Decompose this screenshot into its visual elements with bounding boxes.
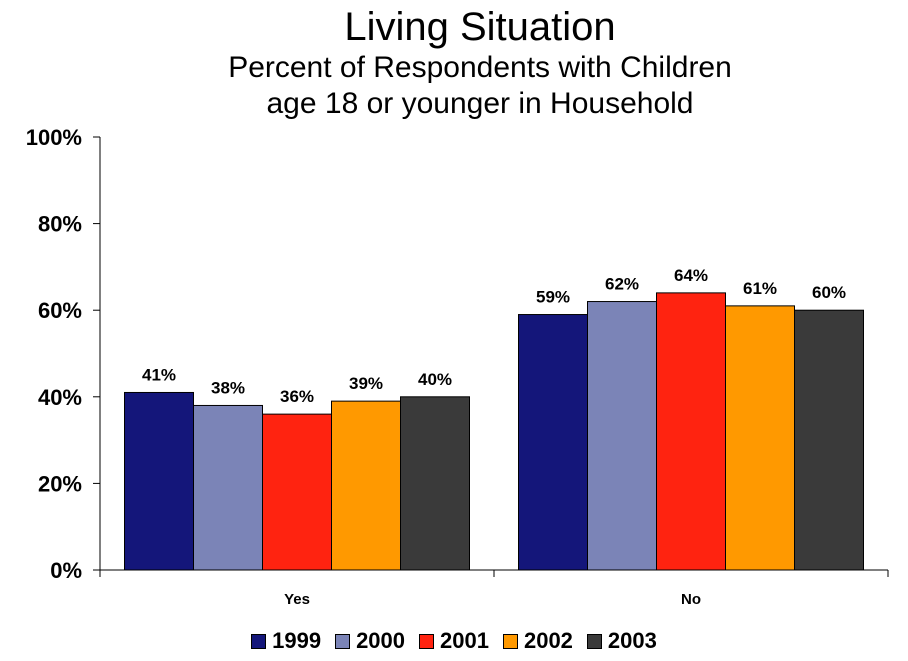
bar-2003-yes [400,396,470,571]
data-label: 36% [280,387,314,406]
bar-2000-no [587,301,657,571]
legend-item: 2001 [419,628,489,654]
legend-label: 2000 [356,628,406,653]
data-label: 62% [605,275,639,294]
y-tick-label: 100% [26,125,82,150]
legend-item: 2000 [335,628,405,654]
bar-2001-no [656,292,726,571]
y-tick-label: 20% [38,471,82,496]
bar-2001-yes [262,413,332,571]
legend-label: 2002 [523,628,573,653]
chart-title-block: Living Situation Percent of Respondents … [100,4,860,122]
data-label: 60% [812,283,846,302]
data-label: 40% [418,370,452,389]
legend-swatch [502,633,518,649]
y-tick-label: 60% [38,298,82,323]
data-label: 39% [349,374,383,393]
chart-subtitle-line-2: age 18 or younger in Household [266,87,694,120]
data-label: 64% [674,266,708,285]
bar-2002-no [725,305,795,571]
chart-subtitle-line-1: Percent of Respondents with Children [228,51,732,84]
legend-item: 2003 [586,628,657,654]
legend-swatch [586,633,602,649]
bar-2002-yes [331,400,401,571]
bar-2003-no [794,309,864,571]
chart-legend: 1999 2000 2001 2002 2003 [0,628,908,654]
y-tick-label: 80% [38,212,82,237]
legend-swatch [419,633,435,649]
legend-item: 2002 [502,628,573,654]
data-label: 59% [536,288,570,307]
y-tick-label: 0% [50,558,82,583]
data-label: 38% [211,378,245,397]
chart-title: Living Situation [344,5,616,49]
legend-item: 1999 [251,628,321,654]
legend-swatch [251,633,267,649]
data-label: 61% [743,279,777,298]
legend-swatch [335,633,351,649]
data-label: 41% [142,365,176,384]
legend-label: 2003 [607,628,657,653]
x-category-label: No [681,591,701,608]
bar-2000-yes [193,404,263,571]
y-tick-label: 40% [38,385,82,410]
bar-1999-no [518,314,588,571]
legend-label: 2001 [440,628,489,653]
bar-1999-yes [124,391,194,571]
x-category-label: Yes [284,591,310,608]
legend-label: 1999 [272,628,322,653]
